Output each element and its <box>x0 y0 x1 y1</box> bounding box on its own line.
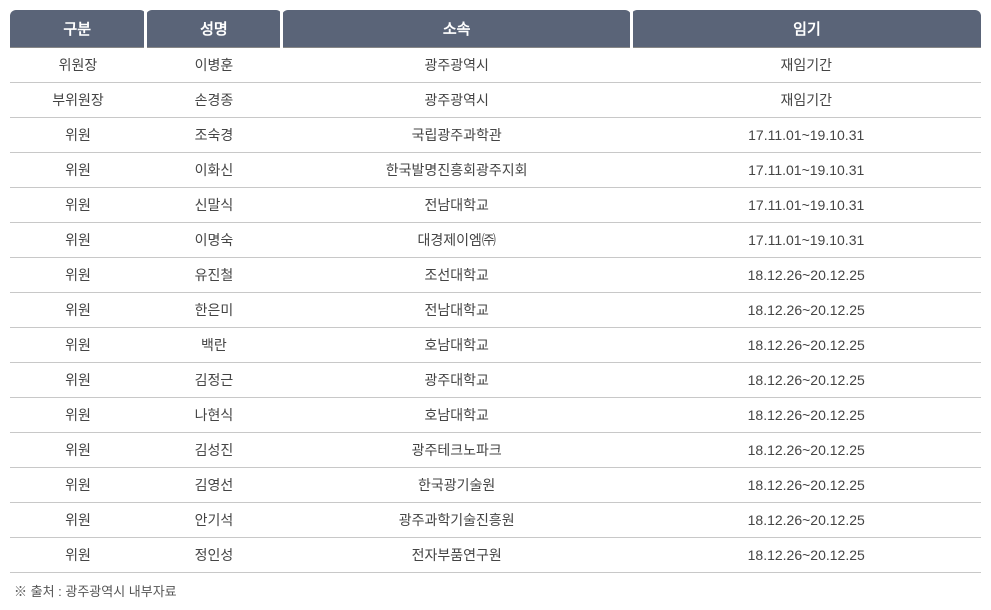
cell-name: 이명숙 <box>146 223 282 258</box>
col-header-name: 성명 <box>146 10 282 48</box>
table-row: 위원 안기석 광주과학기술진흥원 18.12.26~20.12.25 <box>10 503 981 538</box>
cell-category: 위원 <box>10 398 146 433</box>
cell-affiliation: 국립광주과학관 <box>282 118 632 153</box>
table-row: 위원 백란 호남대학교 18.12.26~20.12.25 <box>10 328 981 363</box>
cell-term: 재임기간 <box>631 48 981 83</box>
cell-term: 18.12.26~20.12.25 <box>631 363 981 398</box>
cell-affiliation: 전자부품연구원 <box>282 538 632 573</box>
cell-name: 김영선 <box>146 468 282 503</box>
cell-term: 17.11.01~19.10.31 <box>631 223 981 258</box>
cell-term: 18.12.26~20.12.25 <box>631 538 981 573</box>
cell-name: 정인성 <box>146 538 282 573</box>
cell-category: 위원장 <box>10 48 146 83</box>
table-row: 위원 이화신 한국발명진흥회광주지회 17.11.01~19.10.31 <box>10 153 981 188</box>
cell-term: 18.12.26~20.12.25 <box>631 503 981 538</box>
cell-term: 18.12.26~20.12.25 <box>631 258 981 293</box>
cell-name: 백란 <box>146 328 282 363</box>
cell-category: 위원 <box>10 223 146 258</box>
cell-category: 위원 <box>10 188 146 223</box>
table-row: 위원 정인성 전자부품연구원 18.12.26~20.12.25 <box>10 538 981 573</box>
cell-name: 조숙경 <box>146 118 282 153</box>
cell-affiliation: 대경제이엠㈜ <box>282 223 632 258</box>
cell-affiliation: 호남대학교 <box>282 328 632 363</box>
cell-name: 나현식 <box>146 398 282 433</box>
cell-name: 김정근 <box>146 363 282 398</box>
cell-category: 위원 <box>10 468 146 503</box>
cell-category: 위원 <box>10 293 146 328</box>
cell-term: 17.11.01~19.10.31 <box>631 188 981 223</box>
cell-term: 18.12.26~20.12.25 <box>631 398 981 433</box>
table-row: 위원 김정근 광주대학교 18.12.26~20.12.25 <box>10 363 981 398</box>
table-row: 위원 김영선 한국광기술원 18.12.26~20.12.25 <box>10 468 981 503</box>
cell-name: 이화신 <box>146 153 282 188</box>
cell-term: 재임기간 <box>631 83 981 118</box>
cell-category: 위원 <box>10 433 146 468</box>
cell-affiliation: 전남대학교 <box>282 293 632 328</box>
cell-term: 18.12.26~20.12.25 <box>631 433 981 468</box>
cell-category: 위원 <box>10 118 146 153</box>
cell-affiliation: 광주대학교 <box>282 363 632 398</box>
cell-term: 18.12.26~20.12.25 <box>631 293 981 328</box>
source-footnote: ※ 출처 : 광주광역시 내부자료 <box>10 581 981 600</box>
cell-name: 안기석 <box>146 503 282 538</box>
cell-name: 신말식 <box>146 188 282 223</box>
cell-affiliation: 호남대학교 <box>282 398 632 433</box>
cell-name: 이병훈 <box>146 48 282 83</box>
cell-category: 위원 <box>10 363 146 398</box>
table-row: 부위원장 손경종 광주광역시 재임기간 <box>10 83 981 118</box>
col-header-term: 임기 <box>631 10 981 48</box>
cell-affiliation: 한국발명진흥회광주지회 <box>282 153 632 188</box>
cell-name: 손경종 <box>146 83 282 118</box>
table-body: 위원장 이병훈 광주광역시 재임기간 부위원장 손경종 광주광역시 재임기간 위… <box>10 48 981 573</box>
committee-table-container: 구분 성명 소속 임기 위원장 이병훈 광주광역시 재임기간 부위원장 손경종 … <box>10 10 981 600</box>
cell-affiliation: 광주테크노파크 <box>282 433 632 468</box>
table-row: 위원 김성진 광주테크노파크 18.12.26~20.12.25 <box>10 433 981 468</box>
table-row: 위원장 이병훈 광주광역시 재임기간 <box>10 48 981 83</box>
table-header-row: 구분 성명 소속 임기 <box>10 10 981 48</box>
cell-name: 김성진 <box>146 433 282 468</box>
table-row: 위원 나현식 호남대학교 18.12.26~20.12.25 <box>10 398 981 433</box>
table-row: 위원 신말식 전남대학교 17.11.01~19.10.31 <box>10 188 981 223</box>
cell-term: 18.12.26~20.12.25 <box>631 468 981 503</box>
cell-category: 위원 <box>10 328 146 363</box>
cell-category: 위원 <box>10 258 146 293</box>
committee-table: 구분 성명 소속 임기 위원장 이병훈 광주광역시 재임기간 부위원장 손경종 … <box>10 10 981 573</box>
cell-term: 17.11.01~19.10.31 <box>631 118 981 153</box>
cell-affiliation: 한국광기술원 <box>282 468 632 503</box>
col-header-category: 구분 <box>10 10 146 48</box>
cell-name: 한은미 <box>146 293 282 328</box>
col-header-affiliation: 소속 <box>282 10 632 48</box>
cell-term: 17.11.01~19.10.31 <box>631 153 981 188</box>
cell-category: 위원 <box>10 538 146 573</box>
table-row: 위원 조숙경 국립광주과학관 17.11.01~19.10.31 <box>10 118 981 153</box>
table-row: 위원 유진철 조선대학교 18.12.26~20.12.25 <box>10 258 981 293</box>
cell-category: 위원 <box>10 153 146 188</box>
table-row: 위원 한은미 전남대학교 18.12.26~20.12.25 <box>10 293 981 328</box>
cell-affiliation: 광주광역시 <box>282 83 632 118</box>
cell-category: 부위원장 <box>10 83 146 118</box>
cell-name: 유진철 <box>146 258 282 293</box>
cell-affiliation: 조선대학교 <box>282 258 632 293</box>
cell-term: 18.12.26~20.12.25 <box>631 328 981 363</box>
cell-affiliation: 광주과학기술진흥원 <box>282 503 632 538</box>
cell-category: 위원 <box>10 503 146 538</box>
cell-affiliation: 광주광역시 <box>282 48 632 83</box>
cell-affiliation: 전남대학교 <box>282 188 632 223</box>
table-row: 위원 이명숙 대경제이엠㈜ 17.11.01~19.10.31 <box>10 223 981 258</box>
